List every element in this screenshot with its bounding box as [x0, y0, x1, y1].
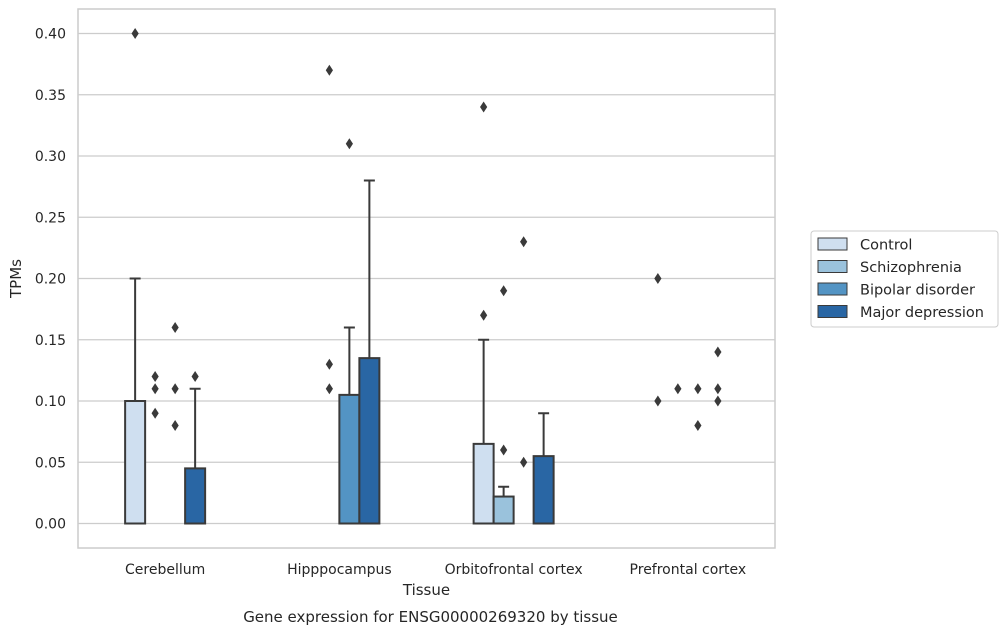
plot-frame	[77, 8, 776, 549]
bar	[338, 393, 361, 525]
bar	[532, 455, 555, 525]
bar	[184, 467, 207, 525]
outlier-point	[325, 383, 333, 395]
gridlines	[78, 32, 775, 525]
outlier-point	[171, 383, 179, 395]
outlier-point	[694, 420, 702, 431]
x-tick-label: Hipppocampus	[287, 562, 392, 578]
y-tick-label: 0.35	[35, 88, 66, 104]
legend: Control Schizophrenia Bipolar disorder Majo…	[810, 230, 999, 328]
legend-swatch	[817, 305, 848, 318]
chart-caption: Gene expression for ENSG00000269320 by t…	[243, 608, 618, 626]
legend-label: Bipolar disorder	[860, 283, 975, 299]
y-tick-label: 0.05	[35, 455, 66, 471]
y-tick-label: 0.00	[35, 517, 66, 533]
legend-swatch	[817, 237, 848, 251]
outlier-point	[714, 395, 722, 407]
outlier-point	[654, 395, 662, 407]
error-bars	[129, 179, 550, 497]
x-tick-label: Orbitofrontal cortex	[445, 562, 583, 578]
bar	[492, 495, 515, 525]
outlier-point	[345, 138, 353, 150]
bars	[124, 357, 555, 525]
outlier-point	[151, 383, 159, 395]
outlier-point	[171, 420, 179, 431]
outlier-point	[500, 444, 508, 456]
outlier-point	[325, 358, 333, 370]
x-tick-labels: Cerebellum Hipppocampus Orbitofrontal cort…	[125, 562, 746, 578]
x-tick-label: Cerebellum	[125, 562, 205, 578]
outlier-point	[151, 407, 159, 419]
outlier-point	[500, 285, 508, 297]
y-axis-label: TPMs	[7, 259, 25, 299]
outlier-point	[171, 322, 179, 333]
outlier-point	[325, 64, 333, 76]
outlier-point	[131, 28, 139, 39]
outlier-point	[674, 383, 682, 395]
legend-box	[810, 230, 999, 328]
bar	[358, 357, 381, 525]
x-axis-label: Tissue	[402, 581, 450, 599]
legend-label: Schizophrenia	[860, 260, 962, 276]
outlier-point	[191, 371, 199, 382]
outlier-point	[520, 456, 528, 468]
y-tick-label: 0.30	[35, 149, 66, 165]
legend-label: Control	[860, 238, 912, 254]
outlier-point	[714, 346, 722, 358]
outlier-point	[480, 309, 488, 321]
outlier-point	[480, 101, 488, 113]
bar	[472, 442, 495, 525]
legend-swatch	[817, 260, 848, 273]
outlier-point	[694, 383, 702, 395]
outlier-point	[714, 383, 722, 395]
outlier-point	[520, 236, 528, 248]
y-tick-labels: 0.00 0.05 0.10 0.15 0.20 0.25 0.30 0.35 0.40	[35, 27, 66, 533]
y-tick-label: 0.15	[35, 333, 66, 349]
y-tick-label: 0.10	[35, 394, 66, 410]
bar	[124, 400, 147, 525]
x-tick-label: Prefrontal cortex	[630, 562, 747, 578]
legend-swatch	[817, 282, 848, 296]
outlier-point	[654, 273, 662, 284]
outlier-point	[151, 371, 159, 382]
outlier-points	[131, 28, 722, 468]
legend-label: Major depression	[860, 305, 984, 321]
y-tick-label: 0.40	[35, 27, 66, 43]
y-tick-label: 0.25	[35, 210, 66, 226]
y-tick-label: 0.20	[35, 272, 66, 288]
